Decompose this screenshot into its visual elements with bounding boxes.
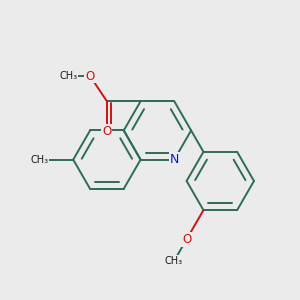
Text: CH₃: CH₃ — [59, 71, 77, 81]
Text: CH₃: CH₃ — [165, 256, 183, 266]
Text: O: O — [85, 70, 95, 83]
Text: O: O — [182, 233, 191, 246]
Text: N: N — [169, 153, 179, 166]
Text: CH₃: CH₃ — [31, 154, 49, 165]
Text: O: O — [102, 125, 112, 138]
